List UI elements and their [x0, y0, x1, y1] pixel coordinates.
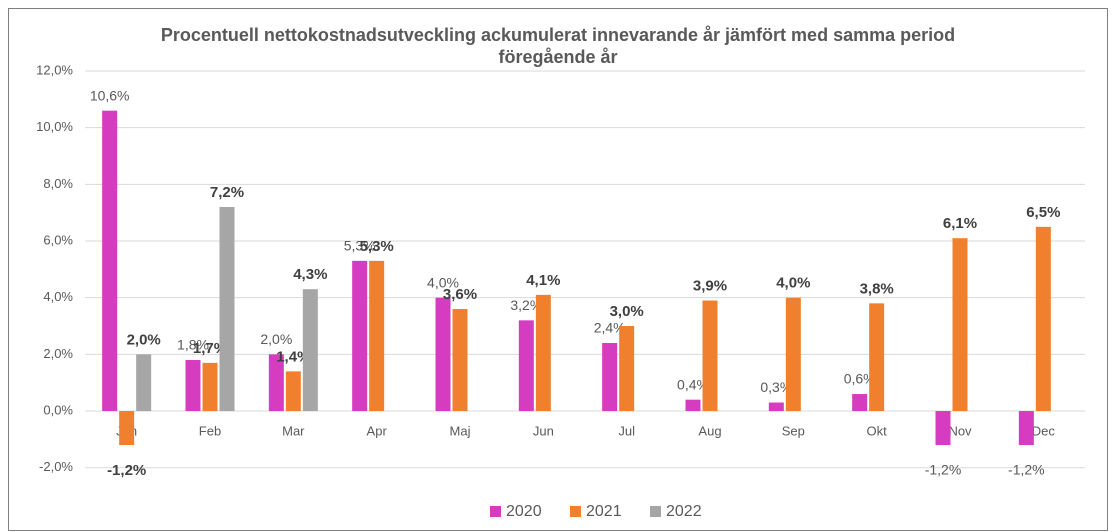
y-tick-label: 6,0%: [43, 232, 73, 247]
legend-swatch: [570, 506, 581, 517]
bar: [102, 110, 118, 412]
bar: [219, 207, 235, 412]
legend-swatch: [490, 506, 501, 517]
data-label: 10,6%: [90, 87, 130, 103]
data-label: -1,2%: [1008, 462, 1045, 478]
bar: [1035, 226, 1051, 412]
bar: [369, 260, 385, 412]
x-tick-label: Feb: [199, 423, 221, 438]
bar: [535, 294, 551, 412]
bar: [602, 343, 618, 412]
bar: [768, 402, 784, 412]
bar: [785, 297, 801, 412]
bar: [952, 238, 968, 412]
data-label: 0,6%: [844, 371, 876, 387]
bar: [119, 411, 135, 446]
legend-label: 2020: [506, 503, 542, 520]
bar: [268, 354, 284, 412]
legend-label: 2021: [586, 503, 622, 520]
bar: [302, 289, 318, 412]
x-tick-label: Maj: [450, 423, 471, 438]
bar: [136, 354, 152, 412]
bar: [619, 326, 635, 412]
bar: [285, 371, 301, 412]
x-tick-label: Jul: [618, 423, 635, 438]
data-label: 4,3%: [293, 266, 327, 283]
data-label: 3,9%: [693, 277, 727, 294]
data-label: 1,8%: [177, 337, 209, 353]
data-label: 4,0%: [427, 274, 459, 290]
x-tick-label: Aug: [698, 423, 721, 438]
legend-swatch: [650, 506, 661, 517]
data-label: 5,3%: [344, 238, 376, 254]
data-label: 6,5%: [1026, 204, 1060, 221]
bar: [202, 362, 218, 412]
x-tick-label: Mar: [282, 423, 305, 438]
data-label: 0,4%: [677, 376, 709, 392]
y-tick-label: 12,0%: [36, 62, 73, 77]
bar: [685, 399, 701, 412]
bar: [869, 303, 885, 412]
y-tick-label: -2,0%: [39, 459, 73, 474]
data-label: 2,0%: [127, 331, 161, 348]
bar: [518, 320, 534, 412]
y-tick-label: 0,0%: [43, 402, 73, 417]
data-label: 4,0%: [776, 275, 810, 292]
x-tick-label: Nov: [948, 423, 972, 438]
x-tick-label: Okt: [867, 423, 888, 438]
bar: [852, 394, 868, 412]
bar: [352, 260, 368, 412]
data-label: 3,0%: [610, 303, 644, 320]
bar: [435, 297, 451, 412]
bar: [702, 300, 718, 412]
bar: [452, 309, 468, 412]
y-tick-label: 4,0%: [43, 289, 73, 304]
data-label: 3,2%: [510, 297, 542, 313]
data-label: -1,2%: [107, 462, 146, 479]
bar: [935, 411, 951, 446]
data-label: -1,2%: [925, 462, 962, 478]
bar: [1018, 411, 1034, 446]
data-label: 7,2%: [210, 184, 244, 201]
data-label: 1,4%: [276, 348, 310, 365]
data-label: 3,6%: [443, 286, 477, 303]
y-tick-label: 8,0%: [43, 176, 73, 191]
x-tick-label: Jun: [533, 423, 554, 438]
y-tick-label: 10,0%: [36, 119, 73, 134]
data-label: 0,3%: [760, 379, 792, 395]
data-label: 2,4%: [594, 320, 626, 336]
data-label: 1,7%: [193, 340, 227, 357]
y-tick-label: 2,0%: [43, 346, 73, 361]
data-label: 3,8%: [860, 280, 894, 297]
x-tick-label: Apr: [367, 423, 388, 438]
chart-title: Procentuell nettokostnadsutveckling acku…: [160, 25, 956, 67]
bar: [185, 360, 201, 412]
data-label: 2,0%: [260, 331, 292, 347]
data-label: 4,1%: [526, 272, 560, 289]
legend-label: 2022: [666, 503, 702, 520]
data-label: 5,3%: [360, 238, 394, 255]
x-tick-label: Dec: [1032, 423, 1056, 438]
data-label: 6,1%: [943, 215, 977, 232]
x-tick-label: Sep: [782, 423, 805, 438]
chart-border: [8, 8, 1108, 531]
